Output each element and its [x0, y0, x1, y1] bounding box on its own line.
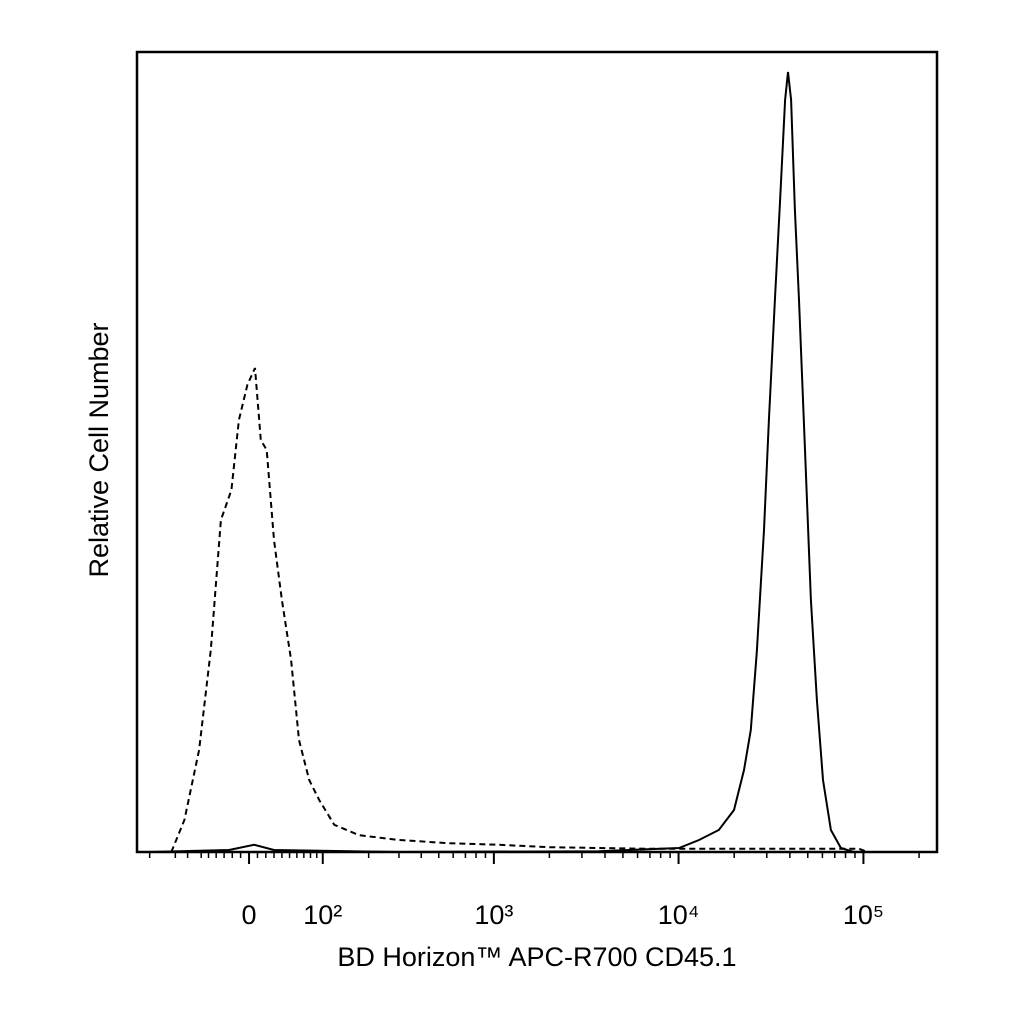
x-tick-label: 10²	[303, 900, 342, 930]
histogram-line	[149, 71, 920, 854]
y-axis-label: Relative Cell Number	[84, 322, 114, 577]
plot-frame	[135, 50, 939, 854]
x-tick-label: 10⁵	[843, 900, 884, 930]
x-tick-label: 10⁴	[658, 900, 700, 930]
x-tick-label: 10³	[474, 900, 513, 930]
histogram-line	[170, 367, 868, 853]
x-tick-label: 0	[242, 900, 257, 930]
x-axis-label: BD Horizon™ APC-R700 CD45.1	[337, 942, 736, 972]
